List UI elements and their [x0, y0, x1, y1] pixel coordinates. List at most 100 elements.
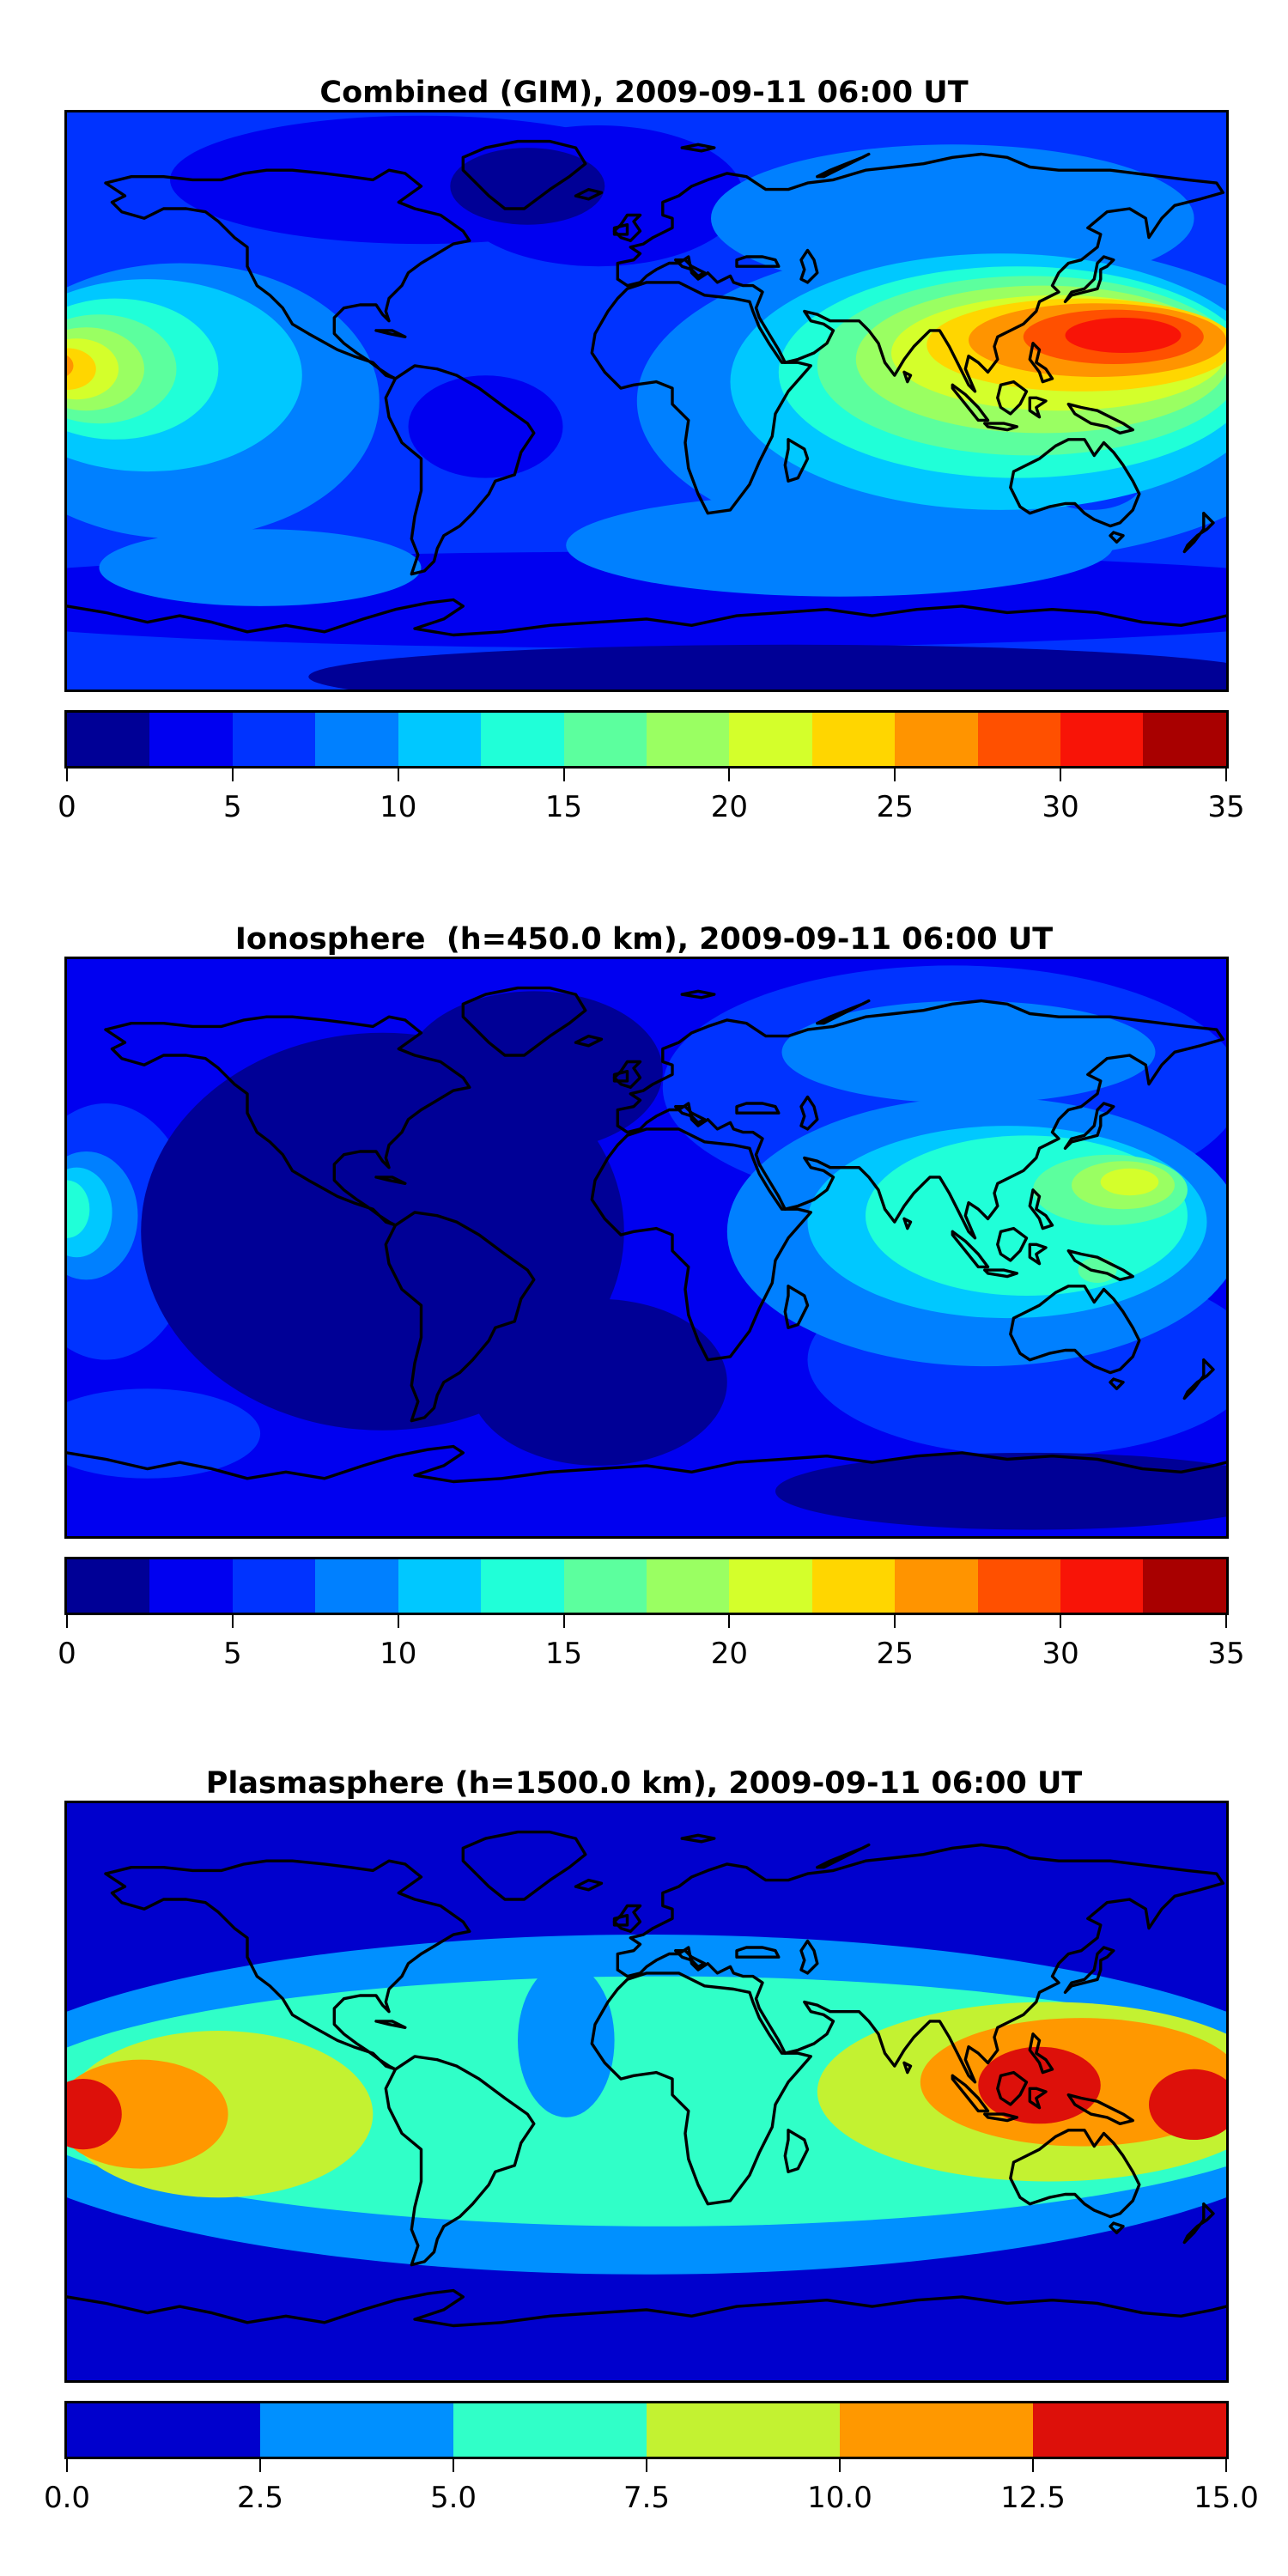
coastline-path	[574, 187, 604, 201]
colorbar-segment	[232, 713, 316, 766]
colorbar-segment	[1060, 713, 1144, 766]
colorbar-segment	[563, 1559, 647, 1613]
coastline-path	[461, 986, 587, 1057]
coastline-path	[983, 2112, 1018, 2123]
colorbar-segment	[232, 1559, 316, 1613]
colorbar-segment	[1143, 713, 1226, 766]
coastline-path	[374, 2020, 407, 2029]
coastline-path	[67, 1444, 1226, 1484]
coastline-path	[104, 1015, 471, 1227]
colorbar-tick-label: 15	[544, 1637, 583, 1671]
coastline-path	[783, 2129, 810, 2173]
coastline-path	[735, 1946, 781, 1959]
coastline-path	[799, 248, 819, 284]
colorbar-tick	[1225, 2459, 1227, 2472]
colorbar-tick-label: 35	[1207, 790, 1245, 824]
coastline-path	[735, 1102, 781, 1115]
colorbar-tick	[562, 1615, 565, 1628]
coastline-path	[1182, 2202, 1215, 2245]
coastline-path	[67, 598, 1226, 637]
colorbar-tick-label: 10	[380, 790, 417, 824]
coastline-path	[384, 2055, 536, 2267]
colorbar-segment	[67, 2403, 260, 2457]
coastline-path	[374, 1176, 407, 1185]
coastline-path	[735, 255, 781, 268]
contour-region	[978, 2046, 1101, 2124]
colorbar-segment	[453, 2403, 647, 2457]
coastline-path	[67, 2288, 1226, 2328]
coastline-path	[674, 1105, 707, 1125]
contour-region	[450, 148, 605, 225]
colorbar-segment	[729, 713, 812, 766]
coastline-path	[384, 364, 536, 576]
colorbar-segment	[481, 713, 564, 766]
contour-region	[67, 348, 96, 390]
coastline-path	[1109, 2221, 1125, 2234]
colorbar-tick	[894, 769, 896, 781]
colorbar-tick-label: 30	[1042, 1637, 1079, 1671]
colorbar-tick	[452, 2459, 454, 2472]
contour-region	[99, 529, 422, 606]
colorbar-tick	[728, 1615, 731, 1628]
coastline-path	[104, 168, 471, 380]
colorbar-combined	[64, 710, 1229, 769]
colorbar-tick-labels: 0.0 2.5 5.0 7.5 10.0 12.5 15.0	[44, 2481, 1259, 2520]
colorbar-tick	[397, 1615, 399, 1628]
coastline-path	[1063, 1102, 1115, 1150]
colorbar-tick-labels: 0 5 10 15 20 25 30 35	[58, 1637, 1244, 1676]
colorbar-segment	[67, 1559, 150, 1613]
colorbar-segment	[481, 1559, 564, 1613]
colorbar-tick-label: 0	[58, 1637, 76, 1671]
coastline-path	[616, 152, 1224, 393]
colorbar-tick-label: 5.0	[429, 2481, 477, 2515]
coastline-path	[1109, 531, 1125, 544]
coastline-path	[983, 1268, 1018, 1279]
colorbar-segment	[811, 1559, 896, 1613]
colorbar-segment	[895, 1559, 978, 1613]
contour-region	[408, 375, 563, 478]
coastline-path	[384, 1211, 536, 1423]
coastline-path	[616, 1843, 1224, 2084]
colorbar-tick	[1060, 769, 1062, 781]
coastline-path	[1063, 1946, 1115, 1994]
panel-ionosphere: Ionosphere (h=450.0 km), 2009-09-11 06:0…	[0, 847, 1288, 1697]
coastline-path	[1066, 403, 1134, 434]
coastline-path	[951, 2074, 990, 2113]
colorbar-segment	[398, 713, 482, 766]
colorbar-ticks	[66, 769, 1227, 782]
coastline-path	[816, 152, 871, 179]
coastline-path	[902, 2061, 913, 2075]
colorbar-tick-label: 0.0	[43, 2481, 91, 2515]
panel-title: Plasmasphere (h=1500.0 km), 2009-09-11 0…	[205, 1766, 1083, 1801]
contour-region	[404, 991, 663, 1151]
coastline-path	[680, 989, 716, 999]
coastline-path	[590, 1971, 812, 2206]
coastline-path	[1028, 2032, 1054, 2075]
colorbar-segment	[563, 713, 647, 766]
contour-region	[781, 1000, 1156, 1103]
coastline-path	[1028, 342, 1054, 384]
contour-region	[1149, 2069, 1226, 2140]
colorbar-tick-label: 20	[710, 1637, 749, 1671]
colorbar-tick	[562, 769, 565, 781]
panel-title: Combined (GIM), 2009-09-11 06:00 UT	[319, 76, 969, 111]
coastline-path	[574, 1034, 604, 1048]
coastline-path	[1009, 1285, 1141, 1375]
colorbar-ticks	[66, 2459, 1227, 2473]
coastline-path	[104, 1859, 471, 2071]
coastline-path	[996, 1226, 1029, 1262]
colorbar-segment	[315, 713, 398, 766]
colorbar-tick-label: 15.0	[1194, 2481, 1259, 2515]
coastline-path	[674, 1949, 707, 1969]
colorbar-tick-label: 7.5	[623, 2481, 671, 2515]
colorbar-tick-label: 35	[1207, 1637, 1245, 1671]
colorbar-tick-label: 0	[58, 790, 76, 824]
colorbar-ionosphere	[64, 1557, 1229, 1615]
coastline-path	[902, 1217, 913, 1230]
colorbar-segment	[977, 1559, 1061, 1613]
coastline-path	[799, 1939, 819, 1975]
coastline-path	[612, 223, 629, 236]
coastline-path	[816, 1843, 871, 1869]
coastline-path	[996, 2070, 1029, 2106]
colorbar-tick	[231, 1615, 234, 1628]
